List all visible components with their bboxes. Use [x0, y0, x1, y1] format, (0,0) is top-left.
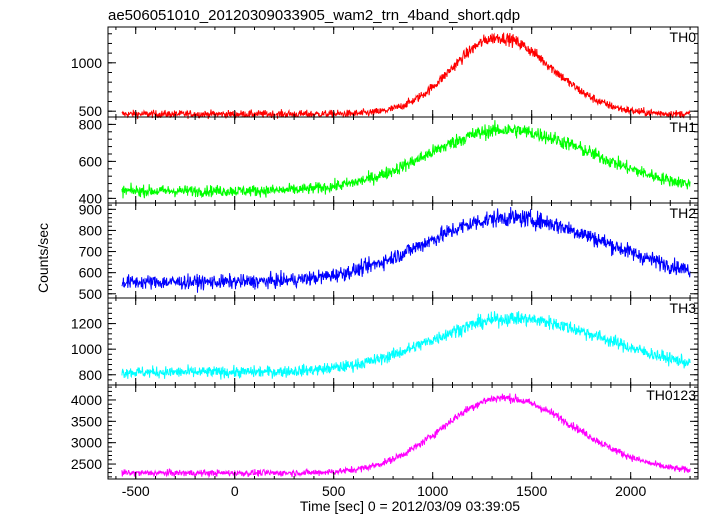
y-tick-label: 2500 — [71, 456, 102, 472]
panel-label-th1: TH1 — [670, 119, 697, 135]
y-tick-label: 400 — [79, 190, 103, 206]
y-tick-label: 900 — [79, 201, 103, 217]
panel-th3: 800 1000 1200 TH3 — [71, 297, 699, 386]
series-line-th3 — [121, 311, 691, 380]
panel-label-th0: TH0 — [670, 29, 697, 45]
panel-th2: 500 600 700 800 900 TH2 — [79, 201, 699, 302]
y-axis-label: Counts/sec — [35, 223, 51, 293]
y-tick-label: 600 — [79, 265, 103, 281]
series-line-th0123 — [121, 393, 691, 479]
x-tick-label: 1500 — [516, 483, 547, 499]
y-tick-label: 500 — [79, 103, 103, 119]
panel-th0: 500 1000 TH0 — [71, 26, 699, 120]
x-axis-label: Time [sec] 0 = 2012/03/09 03:39:05 — [300, 498, 520, 514]
panel-label-th3: TH3 — [670, 300, 697, 316]
y-tick-label: 1000 — [71, 341, 102, 357]
panel-label-th0123: TH0123 — [646, 387, 696, 403]
y-tick-label: 1200 — [71, 316, 102, 332]
panel-th1: 400 600 800 TH1 — [79, 116, 699, 206]
y-tick-label: 700 — [79, 244, 103, 260]
y-tick-label: 600 — [79, 153, 103, 169]
x-tick-label: 1000 — [417, 483, 448, 499]
series-line-th1 — [121, 120, 691, 199]
y-tick-label: 800 — [79, 222, 103, 238]
panel-label-th2: TH2 — [670, 205, 697, 221]
y-tick-label: 4000 — [71, 392, 102, 408]
x-tick-label: 500 — [322, 483, 346, 499]
x-tick-label: 2000 — [615, 483, 646, 499]
panels-group: 500 1000 TH0 400 600 800 TH1 500 600 700 800 900 TH2… — [71, 26, 699, 480]
series-line-th0 — [121, 32, 691, 120]
x-tick-label: -500 — [122, 483, 150, 499]
panel-frame — [107, 202, 699, 299]
x-axis: -500 0 500 1000 1500 2000 — [122, 483, 647, 499]
panel-frame — [107, 384, 699, 480]
series-line-th2 — [121, 206, 691, 293]
y-tick-label: 500 — [79, 286, 103, 302]
y-tick-label: 1000 — [71, 55, 102, 71]
chart-title: ae506051010_20120309033905_wam2_trn_4ban… — [108, 7, 520, 24]
panel-th0123: 2500 3000 3500 4000 TH0123 — [71, 384, 699, 480]
y-tick-label: 3000 — [71, 435, 102, 451]
y-tick-label: 3500 — [71, 413, 102, 429]
y-tick-label: 800 — [79, 367, 103, 383]
x-tick-label: 0 — [231, 483, 239, 499]
y-tick-label: 800 — [79, 116, 103, 132]
